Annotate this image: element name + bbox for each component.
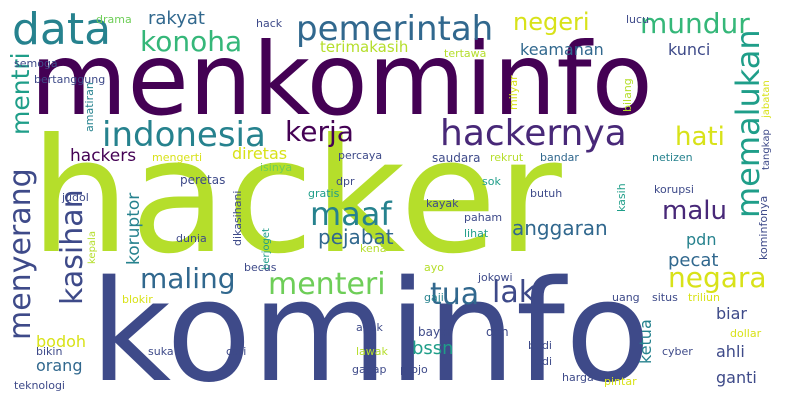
word-pejabat: pejabat [318,225,394,249]
word-milyar: milyar [507,75,520,110]
word-peretas: peretas [180,173,226,187]
word-kasih: kasih [615,183,628,212]
word-kunci: kunci [668,40,711,59]
word-mengerti: mengerti [152,151,203,164]
word-terimakasih: terimakasih [320,38,409,56]
word-kepala: kepala [87,231,98,264]
word-tertawa: tertawa [444,47,487,60]
word-butuh: butuh [530,187,563,200]
word-menkominfo: menkominfo [30,21,653,138]
word-blokir: blokir [122,293,153,306]
word-teknologi: teknologi [14,379,65,392]
word-rekrut: rekrut [490,151,524,164]
word-budi: budi [528,339,552,352]
word-data: data [12,4,112,55]
word-netizen: netizen [652,151,693,164]
word-triliun: triliun [688,291,720,304]
word-kominfo: kominfo [90,251,651,405]
word-tangkap: tangkap [761,129,772,170]
word-judol: judol [62,191,89,204]
word-projo: projo [400,363,428,376]
word-bssn: bssn [412,338,454,359]
word-ahli: ahli [716,342,745,361]
word-deh: deh [486,325,509,339]
word-konoha: konoha [140,25,243,58]
word-gaji: gaji [424,291,444,304]
word-indonesia: indonesia [102,115,266,155]
word-negeri: negeri [513,8,590,36]
word-saudara: saudara [432,151,481,165]
word-semoga: semoga [14,57,58,70]
word-malu: malu [662,196,727,226]
word-lucu: lucu [626,13,650,26]
word-bertanggung: bertanggung [34,73,106,86]
word-hacker: hacker [30,105,562,289]
word-kominfonya: kominfonya [757,195,770,260]
word-negara: negara [668,261,767,294]
word-amatiran: amatiran [83,82,96,132]
word-gagap: gagap [352,363,387,376]
word-bayar: bayar [418,325,453,339]
word-bodoh: bodoh [36,332,87,351]
word-isinya: isinya [260,161,293,174]
word-situs: situs [652,291,678,304]
word-dollar: dollar [730,327,762,340]
word-cari: cari [226,345,247,358]
word-kayak: kayak [426,197,459,210]
word-hack: hack [256,17,283,30]
word-maaf: maaf [310,195,392,233]
word-anggaran: anggaran [512,216,608,240]
word-paham: paham [464,211,503,224]
word-laki: laki [492,275,545,310]
word-judi: judi [532,355,553,368]
word-koruptor: koruptor [124,192,144,265]
word-memalukan: memalukan [729,29,767,218]
word-lawak: lawak [356,345,388,358]
word-menteri: menteri [268,267,386,302]
word-ketua: ketua [636,319,655,364]
word-ganti: ganti [716,368,757,387]
word-diretas: diretas [232,144,288,163]
word-pintar: pintar [604,375,637,388]
word-kerja: kerja [285,115,354,148]
word-becus: becus [244,261,277,274]
word-hackers: hackers [70,146,137,166]
word-sok: sok [482,175,501,188]
word-orang: orang [36,356,83,375]
word-dikasihani: dikasihani [231,190,244,246]
word-harga: harga [562,371,594,384]
word-jabatan: jabatan [761,80,772,118]
word-pecat: pecat [668,250,719,271]
word-hackernya: hackernya [440,113,627,154]
word-lihat: lihat [464,227,489,240]
word-tua: tua [430,277,480,312]
word-suka: suka [148,345,174,358]
word-korupsi: korupsi [654,183,694,196]
word-kena: kena [360,242,387,255]
word-pdn: pdn [686,230,717,249]
word-bandar: bandar [540,151,579,164]
word-keamanan: keamanan [520,40,604,59]
word-ayo: ayo [424,261,444,274]
word-rakyat: rakyat [148,8,205,29]
word-dunia: dunia [176,232,207,245]
word-percaya: percaya [338,149,383,162]
word-dpr: dpr [336,175,355,188]
word-pemerintah: pemerintah [296,9,494,49]
word-kasihan: kasihan [55,189,90,305]
word-anak: anak [356,321,383,334]
word-bikin: bikin [36,345,63,358]
word-uang: uang [612,291,640,304]
word-bilang: bilang [621,78,634,112]
word-maling: maling [140,262,236,295]
word-mundur: mundur [640,7,750,40]
word-jokowi: jokowi [478,271,513,284]
word-gratis: gratis [308,187,340,200]
word-menyerang: menyerang [3,168,38,340]
word-hati: hati [675,122,725,152]
word-cyber: cyber [662,345,693,358]
word-biar: biar [716,304,747,323]
word-drama: drama [96,13,132,26]
